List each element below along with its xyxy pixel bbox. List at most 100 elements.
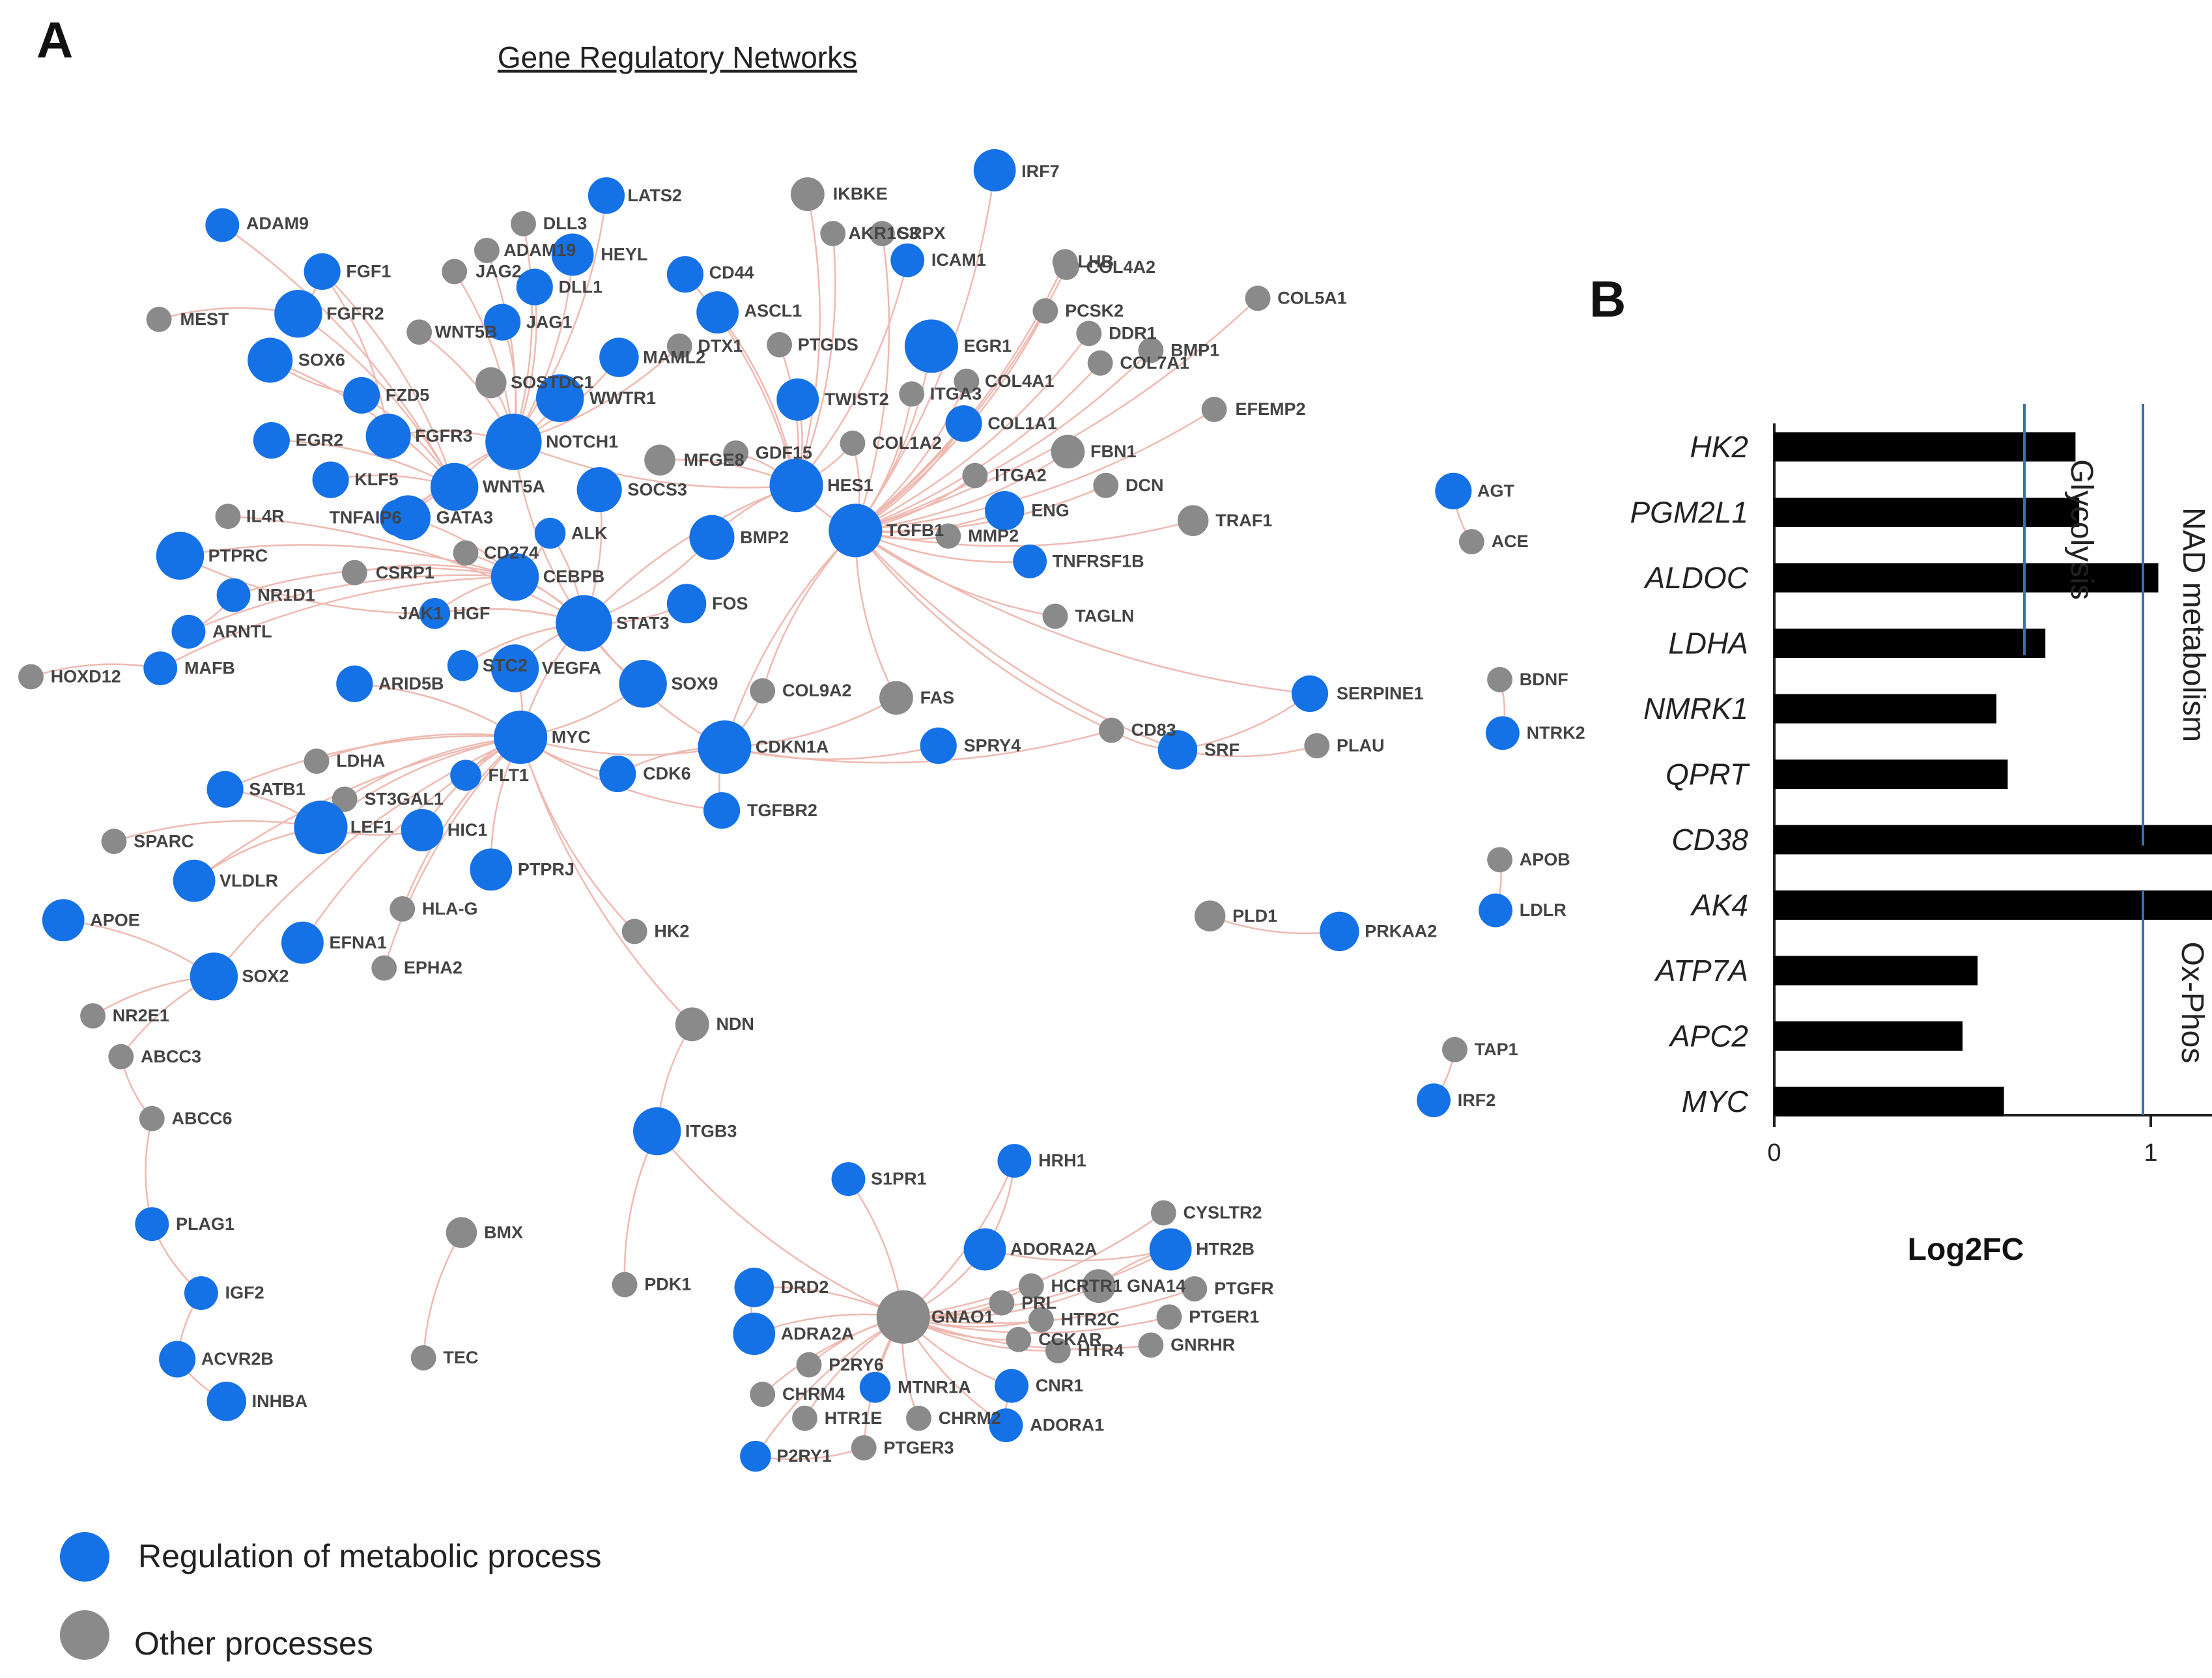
category-label-atp7a: ATP7A: [1654, 954, 1748, 988]
node-label-hcrtr1: HCRTR1: [1051, 1276, 1123, 1296]
node-csrp1: [341, 560, 367, 586]
edge-ptprc-jak1: [179, 555, 435, 615]
node-label-pcsk2: PCSK2: [1065, 301, 1124, 320]
edge-wnt5a-fgf1: [321, 270, 455, 487]
node-label-vegfa: VEGFA: [542, 659, 602, 678]
node-label-cd83: CD83: [1131, 720, 1176, 740]
edge-myc-epha2: [383, 736, 522, 969]
bar-nmrk1: [1774, 694, 1997, 724]
node-label-col1a2: COL1A2: [872, 433, 942, 453]
node-label-cysltr2: CYSLTR2: [1184, 1203, 1262, 1223]
node-stat3: [556, 595, 612, 652]
node-label-cd274: CD274: [484, 543, 539, 563]
node-label-adam19: ADAM19: [503, 240, 576, 260]
node-htr2c: [1028, 1307, 1054, 1333]
node-label-hla-g: HLA-G: [422, 899, 477, 918]
node-hes1: [769, 459, 823, 513]
node-prl: [989, 1290, 1015, 1316]
node-label-alk: ALK: [571, 523, 608, 543]
node-mmp2: [935, 523, 961, 549]
node-label-gnrhr: GNRHR: [1170, 1335, 1235, 1355]
node-itgb3: [633, 1107, 681, 1156]
network-title: Gene Regulatory Networks: [498, 40, 857, 74]
node-label-fos: FOS: [712, 593, 748, 613]
node-drd2: [734, 1268, 774, 1307]
node-vegfa: [490, 644, 539, 692]
edge-cebpb-mafb: [160, 576, 515, 670]
node-wwtr1: [535, 374, 584, 423]
node-label-lats2: LATS2: [627, 186, 682, 205]
node-label-pld1: PLD1: [1232, 906, 1277, 926]
category-label-nmrk1: NMRK1: [1643, 692, 1748, 726]
node-sox9: [619, 660, 667, 708]
node-label-satb1: SATB1: [249, 779, 305, 799]
node-htr1e: [792, 1405, 817, 1431]
node-cd83: [1098, 717, 1124, 743]
node-col4a1: [954, 368, 980, 394]
bar-ak4: [1774, 890, 2212, 920]
node-dcn: [1093, 472, 1119, 498]
edge-tgfb1-srpx: [855, 233, 890, 531]
node-label-itga2: ITGA2: [995, 466, 1047, 485]
node-label-ldlr: LDLR: [1520, 900, 1567, 920]
node-nr2e1: [80, 1003, 106, 1029]
node-dtx1: [666, 333, 692, 359]
node-label-agt: AGT: [1477, 481, 1515, 500]
node-label-ptgds: PTGDS: [798, 335, 858, 354]
node-label-ptprc: PTPRC: [208, 546, 268, 565]
edge-lef1-sparc: [113, 820, 321, 842]
node-arntl: [171, 614, 206, 649]
node-lats2: [588, 177, 625, 214]
node-label-mtnr1a: MTNR1A: [898, 1377, 971, 1397]
node-label-tap1: TAP1: [1475, 1040, 1518, 1059]
node-jak1: [419, 598, 451, 629]
node-bmp1: [1138, 337, 1164, 363]
node-label-mfge8: MFGE8: [684, 450, 744, 470]
node-label-socs3: SOCS3: [627, 479, 687, 499]
node-label-prl: PRL: [1021, 1293, 1056, 1313]
node-satb1: [206, 771, 244, 808]
node-abcc6: [139, 1105, 165, 1131]
node-adra2a: [733, 1313, 776, 1356]
node-label-chrm4: CHRM4: [782, 1384, 845, 1404]
x-tick-label-0: 0: [1767, 1139, 1781, 1167]
category-label-qprt: QPRT: [1666, 758, 1750, 791]
legend-swatch-other: [60, 1610, 109, 1660]
node-label-stat3: STAT3: [616, 614, 670, 633]
node-tgfbr2: [703, 792, 741, 829]
node-wnt5b: [406, 319, 432, 345]
node-label-mafb: MAFB: [184, 659, 235, 678]
panel-a-label: A: [36, 11, 73, 68]
node-inhba: [206, 1382, 247, 1421]
node-label-epha2: EPHA2: [404, 958, 462, 978]
node-label-ptprj: PTPRJ: [518, 860, 574, 879]
node-label-hoxd12: HOXD12: [51, 667, 121, 687]
node-label-fzd5: FZD5: [386, 386, 430, 405]
edge-tgfb1-ddr1: [855, 333, 1090, 532]
node-label-ldha: LDHA: [336, 751, 385, 771]
node-label-nr2e1: NR2E1: [113, 1006, 169, 1025]
node-col4a2: [1053, 254, 1079, 280]
node-label-dcn: DCN: [1126, 476, 1164, 495]
node-ikbke: [790, 177, 825, 211]
edge-stat3-il4r: [227, 515, 585, 624]
node-twist2: [776, 378, 819, 421]
node-sox6: [248, 337, 293, 383]
node-gdf15: [723, 440, 749, 466]
node-label-srf: SRF: [1204, 740, 1240, 760]
node-label-cnr1: CNR1: [1036, 1376, 1084, 1395]
node-label-cckar: CCKAR: [1038, 1330, 1102, 1349]
node-bmx: [446, 1217, 477, 1248]
node-label-fbn1: FBN1: [1090, 442, 1137, 461]
node-hrh1: [997, 1144, 1032, 1178]
node-itga3: [899, 381, 925, 407]
node-label-p2ry1: P2RY1: [776, 1446, 832, 1466]
edge-gnao1-p2ry1: [754, 1316, 904, 1457]
node-prkaa2: [1320, 911, 1359, 952]
node-label-wwtr1: WWTR1: [589, 388, 656, 408]
node-label-klf5: KLF5: [354, 470, 399, 489]
edge-tgfb1-efemp2: [855, 408, 1215, 532]
node-itga2: [962, 462, 988, 489]
edge-notch1-dll3: [513, 223, 533, 442]
node-label-serpine1: SERPINE1: [1337, 684, 1424, 704]
